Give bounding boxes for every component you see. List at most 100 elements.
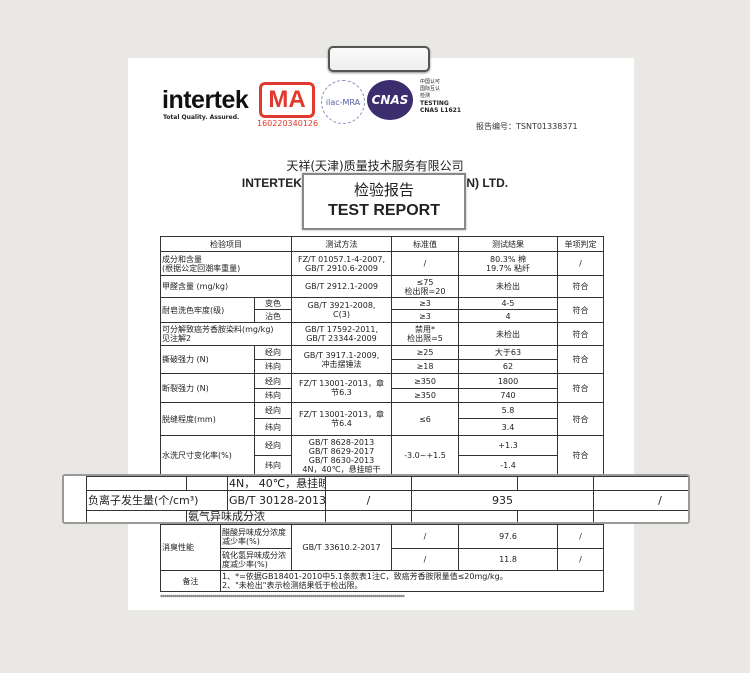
table-row: 消臭性能 醋酸异味成分浓度减少率(%) GB/T 33610.2-2017/97.6… <box>160 524 604 571</box>
result: 未检出 <box>458 275 558 298</box>
table-row: 耐皂洗色牢度(级) 变色 GB/T 3921-2008, C(3) ≥3 4-5 符合 <box>160 297 604 323</box>
standard: -3.0~+1.5 <box>391 435 459 476</box>
header-item: 检验项目 <box>160 236 292 252</box>
item-name: 断裂强力 (N) <box>160 373 255 403</box>
overlay-verdict: / <box>593 490 688 511</box>
item-name: 甲醛含量 (mg/kg) <box>160 275 292 298</box>
standard: ≥350 <box>391 388 459 403</box>
binder-clip <box>328 46 430 72</box>
ma-number: 160220340126 <box>257 119 319 128</box>
item-name: 撕破强力 (N) <box>160 345 255 374</box>
table-row: 水洗尺寸变化率(%) 经向 GB/T 8628-2013 GB/T 8629-201… <box>160 435 604 476</box>
standard: / <box>391 251 459 276</box>
notes-label: 备注 <box>160 570 221 592</box>
overlay-standard: / <box>325 490 412 511</box>
standard: ≥25 <box>391 345 459 360</box>
sub-label: 变色 <box>254 297 292 310</box>
verdict: / <box>557 548 604 571</box>
table-row: 纬向 -1.4 <box>161 455 604 476</box>
result: 4-5 <box>458 297 558 310</box>
result: 未检出 <box>458 322 558 346</box>
sub-label: 纬向 <box>254 455 292 476</box>
item-name: 耐皂洗色牢度(级) <box>160 297 255 323</box>
ilac-mra-logo: ilac-MRA <box>321 80 365 124</box>
ma-logo: MA <box>259 82 315 118</box>
verdict: 符合 <box>557 345 604 374</box>
title-en: TEST REPORT <box>327 202 440 219</box>
method: FZ/T 13001-2013，章 节6.3 <box>291 373 392 403</box>
verdict: 符合 <box>557 435 604 476</box>
result: 11.8 <box>458 548 558 571</box>
verdict: 符合 <box>557 373 604 403</box>
method: FZ/T 13001-2013，章 节6.4 <box>291 402 392 436</box>
result: 97.6 <box>458 524 558 549</box>
table-row: 硫化氢异味成分浓度减少率(%) /11.8/ <box>161 548 604 571</box>
item-name: 水洗尺寸变化率(%) <box>160 435 255 476</box>
result: 大于63 <box>458 345 558 360</box>
header-standard: 标准值 <box>391 236 459 252</box>
standard: ≥350 <box>391 373 459 389</box>
table-row: 可分解致癌芳香胺染料(mg/kg) 见注解2 GB/T 17592-2011, G… <box>160 322 604 346</box>
sub-label: 硫化氢异味成分浓度减少率(%) <box>220 548 292 571</box>
sub-label: 沾色 <box>254 309 292 323</box>
table-row: 沾色 ≥3 4 <box>161 309 604 323</box>
result: 62 <box>458 359 558 374</box>
note-1: 1、*=依据GB18401-2010中5.1条款表1注C，致癌芳香胺限量值≤20… <box>222 572 508 581</box>
table-row: 断裂强力 (N) 经向 FZ/T 13001-2013，章 节6.3 ≥350 1800… <box>160 373 604 403</box>
sub-label: 醋酸异味成分浓度减少率(%) <box>220 524 292 549</box>
verdict: 符合 <box>557 297 604 323</box>
intertek-tagline: Total Quality. Assured. <box>163 114 240 121</box>
standard: ≥3 <box>391 309 459 323</box>
header-result: 测试结果 <box>458 236 558 252</box>
result: 740 <box>458 388 558 403</box>
overlay-partial-next: 氨气异味成分浓 <box>186 510 326 522</box>
table-row: 成分和含量 (根据公定回潮率重量) FZ/T 01057.1-4-2007, GB… <box>160 251 604 276</box>
intertek-logo: intertek <box>162 86 249 114</box>
sub-label: 经向 <box>254 345 292 360</box>
standard: ≥3 <box>391 297 459 310</box>
method: GB/T 3921-2008, C(3) <box>291 297 392 323</box>
end-stars: ****************************************… <box>160 594 405 601</box>
report-number: 报告编号：TSNT01338371 <box>476 122 578 131</box>
overlay-method: GB/T 30128-2013 <box>227 490 326 511</box>
sub-label: 纬向 <box>254 418 292 436</box>
result: 3.4 <box>458 418 558 436</box>
method: GB/T 8628-2013 GB/T 8629-2017 GB/T 8630-… <box>291 435 392 476</box>
item-name: 成分和含量 (根据公定回潮率重量) <box>160 251 292 276</box>
overlay-item: 负离子发生量(个/cm³) <box>86 490 228 511</box>
overlay-partial-method: 4N， 40℃，悬挂晾干 <box>227 476 326 491</box>
method: GB/T 2912.1-2009 <box>291 275 392 298</box>
item-name: 消臭性能 <box>160 524 221 571</box>
standard: / <box>391 524 459 549</box>
title-cn: 检验报告 <box>353 181 414 199</box>
table-row: 撕破强力 (N) 经向 GB/T 3917.1-2009, 冲击摆锤法 ≥25 大于63… <box>160 345 604 374</box>
method: GB/T 33610.2-2017 <box>291 524 392 571</box>
cnas-logo: CNAS <box>367 80 413 120</box>
sub-label: 纬向 <box>254 388 292 403</box>
result: 1800 <box>458 373 558 389</box>
method: FZ/T 01057.1-4-2007, GB/T 2910.6-2009 <box>291 251 392 276</box>
table-row: 备注 1、*=依据GB18401-2010中5.1条款表1注C，致癌芳香胺限量值≤… <box>160 570 604 592</box>
notes: 1、*=依据GB18401-2010中5.1条款表1注C，致癌芳香胺限量值≤20… <box>220 570 604 592</box>
sub-label: 经向 <box>254 402 292 419</box>
header-verdict: 单项判定 <box>557 236 604 252</box>
item-name: 可分解致癌芳香胺染料(mg/kg) 见注解2 <box>160 322 292 346</box>
test-results-table-lower: 消臭性能 醋酸异味成分浓度减少率(%) GB/T 33610.2-2017/97.6… <box>160 524 604 592</box>
verdict: 符合 <box>557 402 604 436</box>
cnas-text: 中国认可 国际互认 检测 TESTING CNAS L1621 <box>420 79 462 114</box>
sub-label: 经向 <box>254 373 292 389</box>
standard: ≥18 <box>391 359 459 374</box>
item-name: 脱缝程度(mm) <box>160 402 255 436</box>
result: +1.3 <box>458 435 558 456</box>
table-row: 甲醛含量 (mg/kg) GB/T 2912.1-2009 ≤75 检出限=20 未检… <box>160 275 604 298</box>
sub-label: 经向 <box>254 435 292 456</box>
result: 80.3% 棉 19.7% 粘纤 <box>458 251 558 276</box>
sub-label: 纬向 <box>254 359 292 374</box>
verdict: / <box>557 251 604 276</box>
standard: / <box>391 548 459 571</box>
report-title-box: 检验报告 TEST REPORT <box>302 173 466 230</box>
verdict: / <box>557 524 604 549</box>
standard: ≤6 <box>391 402 459 436</box>
result: 5.8 <box>458 402 558 419</box>
verdict: 符合 <box>557 275 604 298</box>
